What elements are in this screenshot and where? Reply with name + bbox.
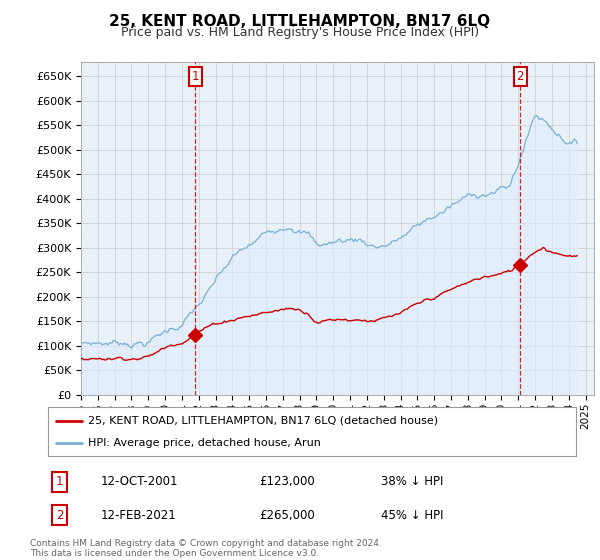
Text: 38% ↓ HPI: 38% ↓ HPI xyxy=(380,475,443,488)
Text: 25, KENT ROAD, LITTLEHAMPTON, BN17 6LQ: 25, KENT ROAD, LITTLEHAMPTON, BN17 6LQ xyxy=(109,14,491,29)
Text: 12-FEB-2021: 12-FEB-2021 xyxy=(101,508,176,522)
Text: HPI: Average price, detached house, Arun: HPI: Average price, detached house, Arun xyxy=(88,437,320,447)
Text: 2: 2 xyxy=(56,508,64,522)
Text: Contains HM Land Registry data © Crown copyright and database right 2024.
This d: Contains HM Land Registry data © Crown c… xyxy=(30,539,382,558)
Text: 2: 2 xyxy=(517,70,524,83)
Text: 25, KENT ROAD, LITTLEHAMPTON, BN17 6LQ (detached house): 25, KENT ROAD, LITTLEHAMPTON, BN17 6LQ (… xyxy=(88,416,438,426)
Text: £265,000: £265,000 xyxy=(259,508,315,522)
Text: Price paid vs. HM Land Registry's House Price Index (HPI): Price paid vs. HM Land Registry's House … xyxy=(121,26,479,39)
Text: 12-OCT-2001: 12-OCT-2001 xyxy=(101,475,178,488)
Text: £123,000: £123,000 xyxy=(259,475,315,488)
Text: 1: 1 xyxy=(56,475,64,488)
Text: 1: 1 xyxy=(191,70,199,83)
Text: 45% ↓ HPI: 45% ↓ HPI xyxy=(380,508,443,522)
